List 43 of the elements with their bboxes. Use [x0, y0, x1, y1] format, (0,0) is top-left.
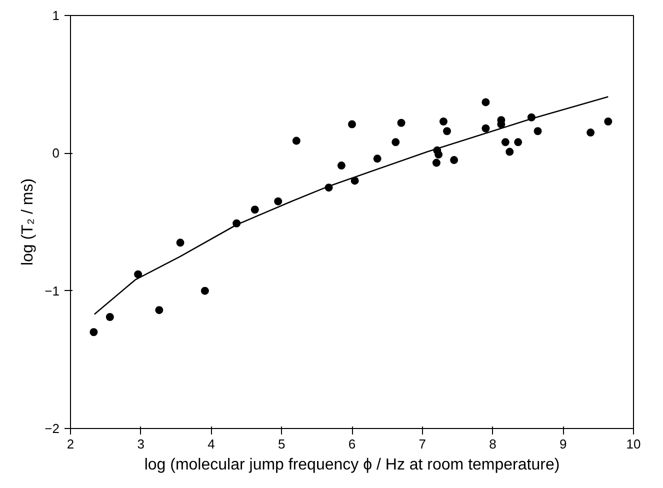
x-tick-label: 5 — [278, 436, 286, 452]
point — [439, 118, 448, 126]
y-axis-title: log (T₂ / ms) — [20, 178, 37, 266]
point — [586, 128, 595, 137]
point — [155, 306, 164, 314]
point — [90, 328, 98, 336]
y-tick-label: 0 — [52, 146, 60, 161]
point — [200, 286, 209, 295]
point — [292, 136, 300, 145]
y-tick-label: −2 — [44, 421, 60, 436]
x-axis-title: log (molecular jump frequency ϕ / Hz at room temperature) — [144, 456, 560, 474]
point — [176, 238, 184, 247]
point — [134, 270, 142, 278]
point — [434, 150, 443, 159]
x-tick-label: 8 — [489, 436, 496, 452]
point — [274, 197, 282, 206]
point — [482, 124, 490, 132]
x-tick-label: 3 — [137, 436, 144, 452]
point — [373, 154, 382, 163]
point — [432, 158, 440, 167]
point — [450, 156, 458, 164]
x-tick-label: 6 — [348, 436, 356, 452]
point — [604, 118, 612, 126]
point — [443, 127, 452, 136]
point — [506, 148, 514, 156]
x-tick-label: 2 — [66, 436, 74, 452]
line-series — [94, 96, 609, 315]
x-tick-label: 9 — [560, 436, 567, 452]
x-tick-label: 7 — [418, 436, 426, 452]
point — [514, 138, 522, 146]
point — [392, 138, 400, 146]
point — [482, 98, 490, 106]
point — [534, 127, 542, 136]
point — [397, 118, 406, 127]
y-tick-label: 1 — [52, 8, 60, 23]
point — [337, 162, 346, 170]
x-tick-label: 4 — [208, 436, 215, 452]
point — [106, 312, 114, 321]
point — [501, 138, 510, 146]
y-tick-label: −1 — [44, 283, 60, 298]
point — [348, 120, 356, 128]
point — [250, 206, 259, 214]
x-tick-label: 10 — [626, 436, 641, 452]
